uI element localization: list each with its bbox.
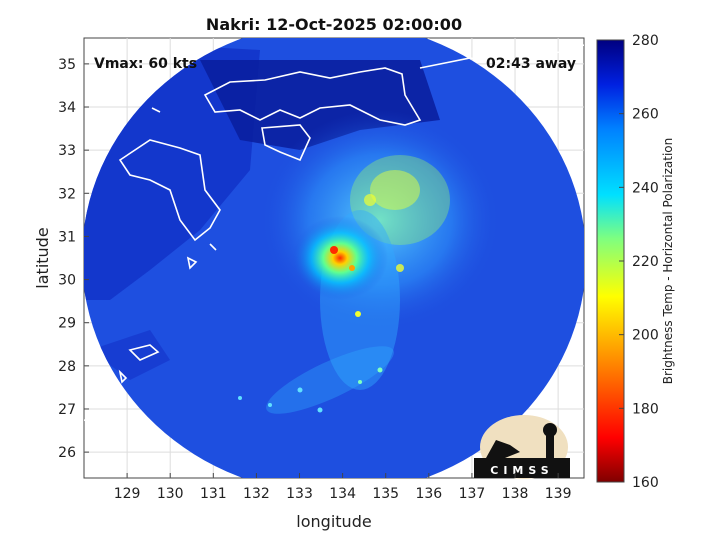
colorbar-tick-label: 240 [632,180,659,196]
x-tick-label: 135 [372,486,399,502]
y-tick-label: 28 [58,359,76,375]
time-away-annotation: 02:43 away [486,56,576,72]
x-tick-label: 138 [502,486,529,502]
y-tick-label: 32 [58,186,76,202]
colorbar-tick-label: 160 [632,475,659,491]
vmax-annotation: Vmax: 60 kts [94,56,197,72]
colorbar-tick-label: 280 [632,33,659,49]
y-tick-label: 34 [58,100,76,116]
logo-text: CIMSS [490,464,553,477]
y-axis-label: latitude [33,227,52,288]
x-tick-label: 130 [157,486,184,502]
map-title: Nakri: 12-Oct-2025 02:00:00 [206,15,462,34]
coastline-outlines [84,44,584,431]
y-tick-label: 26 [58,445,76,461]
x-tick-label: 129 [114,486,141,502]
colorbar-tick-label: 260 [632,107,659,123]
x-axis-label: longitude [296,512,371,531]
colorbar-tick-label: 220 [632,254,659,270]
y-axis-ticks: 35 34 33 32 31 30 29 28 27 26 [58,57,89,461]
y-tick-label: 29 [58,316,76,332]
colorbar-label: Brightness Temp - Horizontal Polarizatio… [661,138,675,385]
x-tick-label: 131 [200,486,227,502]
x-tick-label: 137 [459,486,486,502]
x-tick-label: 134 [329,486,356,502]
x-tick-label: 136 [415,486,442,502]
y-tick-label: 31 [58,229,76,245]
x-tick-label: 139 [545,486,572,502]
cimss-logo: CIMSS [474,415,570,479]
colorbar-ticks: 280 260 240 220 200 180 160 [619,33,659,491]
x-axis-ticks: 129 130 131 132 133 134 135 136 137 138 139 [114,473,572,502]
y-tick-label: 27 [58,402,76,418]
colorbar-tick-label: 200 [632,328,659,344]
y-tick-label: 33 [58,143,76,159]
y-tick-label: 30 [58,273,76,289]
x-tick-label: 133 [286,486,313,502]
y-tick-label: 35 [58,57,76,73]
colorbar-tick-label: 180 [632,401,659,417]
x-tick-label: 132 [243,486,270,502]
